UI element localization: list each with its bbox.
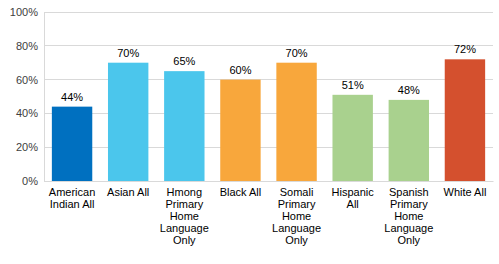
x-tick: Asian All (107, 181, 149, 198)
x-tick-label-line: Hmong (167, 186, 202, 198)
x-tick-label-line: Language (272, 222, 321, 234)
y-tick-label: 0% (22, 175, 38, 187)
bar (164, 71, 204, 181)
x-tick: HmongPrimaryHomeLanguageOnly (160, 181, 209, 246)
chart: 0% 20% 40% 60% 80% 100% AmericanIndian All Asia… (0, 0, 499, 264)
data-label: 44% (61, 91, 83, 103)
bar (108, 63, 148, 181)
y-tick: 0% (22, 175, 44, 187)
x-tick-label: AmericanIndian All (49, 186, 95, 210)
x-tick-label-line: Somali (280, 186, 314, 198)
bar (276, 63, 316, 181)
x-tick-label: SomaliPrimaryHomeLanguageOnly (272, 186, 321, 246)
plot: 0% 20% 40% 60% 80% 100% AmericanIndian All Asia… (10, 6, 494, 246)
data-label: 48% (398, 84, 420, 96)
x-axis: AmericanIndian AllAsian AllHmongPrimaryH… (45, 181, 494, 246)
y-axis-line (44, 13, 45, 182)
data-label: 60% (229, 64, 251, 76)
y-tick-label: 20% (16, 141, 38, 153)
x-tick-label: White All (444, 186, 487, 198)
x-tick-label-line: All (347, 198, 359, 210)
x-tick-label-line: Asian All (107, 186, 149, 198)
x-tick-label-line: Primary (278, 198, 316, 210)
data-label: 72% (454, 43, 476, 55)
grid (44, 12, 493, 181)
x-tick-label-line: Primary (390, 198, 428, 210)
bar (445, 59, 485, 181)
y-axis: 0% 20% 40% 60% 80% 100% (10, 6, 45, 187)
bar (389, 100, 429, 181)
y-tick-label: 80% (16, 40, 38, 52)
x-tick-label-line: Black All (220, 186, 262, 198)
x-tick-label: HispanicAll (332, 186, 375, 210)
x-tick-label: Asian All (107, 186, 149, 198)
bars (52, 59, 485, 181)
x-tick-label-line: Hispanic (332, 186, 375, 198)
x-tick: SpanishPrimaryHomeLanguageOnly (384, 181, 433, 246)
x-tick-label-line: Language (160, 222, 209, 234)
x-tick-label-line: Home (394, 210, 423, 222)
x-tick-label-line: American (49, 186, 95, 198)
x-tick-label: HmongPrimaryHomeLanguageOnly (160, 186, 209, 246)
y-tick-label: 100% (10, 6, 38, 18)
y-tick-label: 40% (16, 107, 38, 119)
bar (220, 80, 260, 181)
data-labels: 44% 70% 65% 60% 70% 51% 48% 72% (61, 43, 476, 102)
bar (52, 107, 92, 181)
data-label: 51% (342, 79, 364, 91)
grid-line (44, 12, 493, 13)
x-tick-label-line: Only (398, 234, 421, 246)
y-tick: 40% (16, 107, 44, 119)
x-tick: Black All (220, 181, 262, 198)
x-tick: White All (444, 181, 487, 198)
x-tick-label-line: Only (173, 234, 196, 246)
x-tick-label-line: Primary (165, 198, 203, 210)
x-tick-label-line: Spanish (389, 186, 429, 198)
y-tick: 20% (16, 141, 44, 153)
x-tick-label-line: Home (282, 210, 311, 222)
x-tick-label-line: Language (384, 222, 433, 234)
y-tick: 100% (10, 6, 44, 18)
x-tick-label: SpanishPrimaryHomeLanguageOnly (384, 186, 433, 246)
y-tick: 60% (16, 74, 44, 86)
x-tick-label-line: White All (444, 186, 487, 198)
x-tick-label: Black All (220, 186, 262, 198)
x-tick: AmericanIndian All (49, 181, 95, 210)
x-axis-line (45, 181, 494, 182)
x-tick-label-line: Indian All (50, 198, 95, 210)
y-tick: 80% (16, 40, 44, 52)
data-label: 70% (117, 47, 139, 59)
x-tick: HispanicAll (332, 181, 375, 210)
x-tick-label-line: Home (170, 210, 199, 222)
x-tick-label-line: Only (285, 234, 308, 246)
x-tick: SomaliPrimaryHomeLanguageOnly (272, 181, 321, 246)
data-label: 70% (286, 47, 308, 59)
data-label: 65% (173, 55, 195, 67)
grid-line (44, 45, 493, 46)
y-tick-label: 60% (16, 74, 38, 86)
bar (332, 95, 372, 181)
